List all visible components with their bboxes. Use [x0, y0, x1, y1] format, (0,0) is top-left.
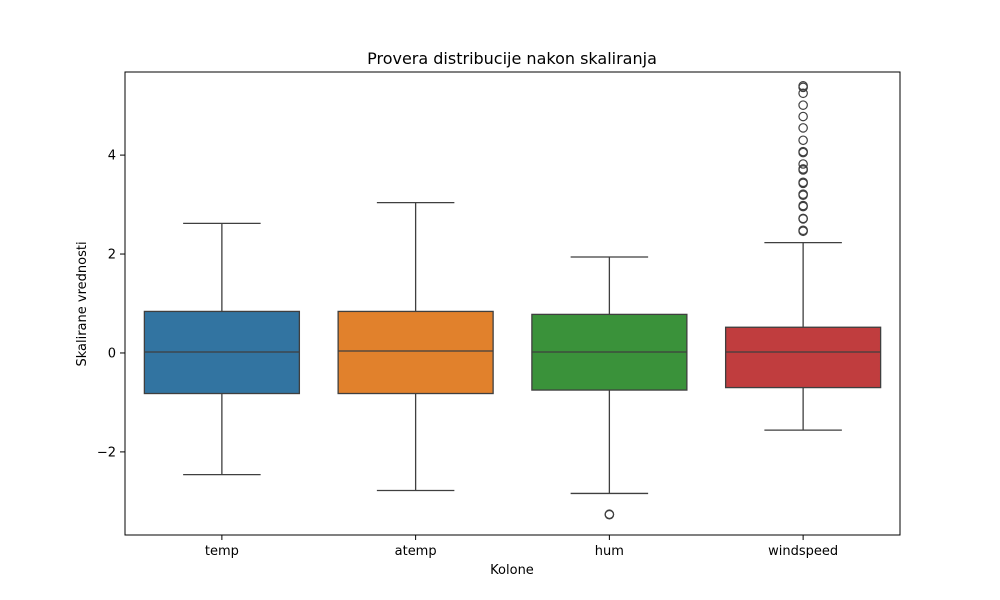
outlier-point	[798, 146, 808, 157]
y-tick-label: 2	[108, 248, 116, 263]
outlier-point	[798, 81, 808, 91]
outlier-point	[798, 177, 808, 188]
x-tick-label: windspeed	[768, 544, 838, 559]
outlier-point	[798, 159, 808, 169]
outlier-point	[798, 135, 808, 146]
outlier-point	[798, 88, 808, 99]
outlier-point	[798, 189, 808, 199]
outlier-point	[798, 225, 808, 236]
chart-title: Provera distribucije nakon skaliranja	[367, 49, 657, 68]
axes-frame	[124, 71, 901, 536]
outlier-point	[798, 123, 808, 133]
outlier-point	[798, 111, 808, 122]
y-axis-label: Skalirane vrednosti	[75, 241, 90, 366]
y-tick-label: 4	[108, 149, 116, 164]
outlier-point	[604, 509, 615, 520]
x-tick-label: hum	[595, 544, 624, 559]
y-tick-label: 0	[108, 346, 116, 361]
box-atemp	[337, 310, 494, 395]
x-tick-label: atemp	[395, 544, 437, 559]
x-tick-label: temp	[205, 544, 239, 559]
outlier-point	[798, 213, 808, 224]
box-windspeed	[724, 326, 882, 389]
plot-area: −2 0 2 4 temp atemp hum windspeed	[97, 71, 901, 559]
outlier-point	[798, 200, 808, 211]
outlier-point	[798, 100, 808, 110]
y-tick-label: −2	[97, 445, 116, 460]
outlier-point	[798, 164, 808, 174]
x-axis-label: Kolone	[490, 563, 534, 578]
